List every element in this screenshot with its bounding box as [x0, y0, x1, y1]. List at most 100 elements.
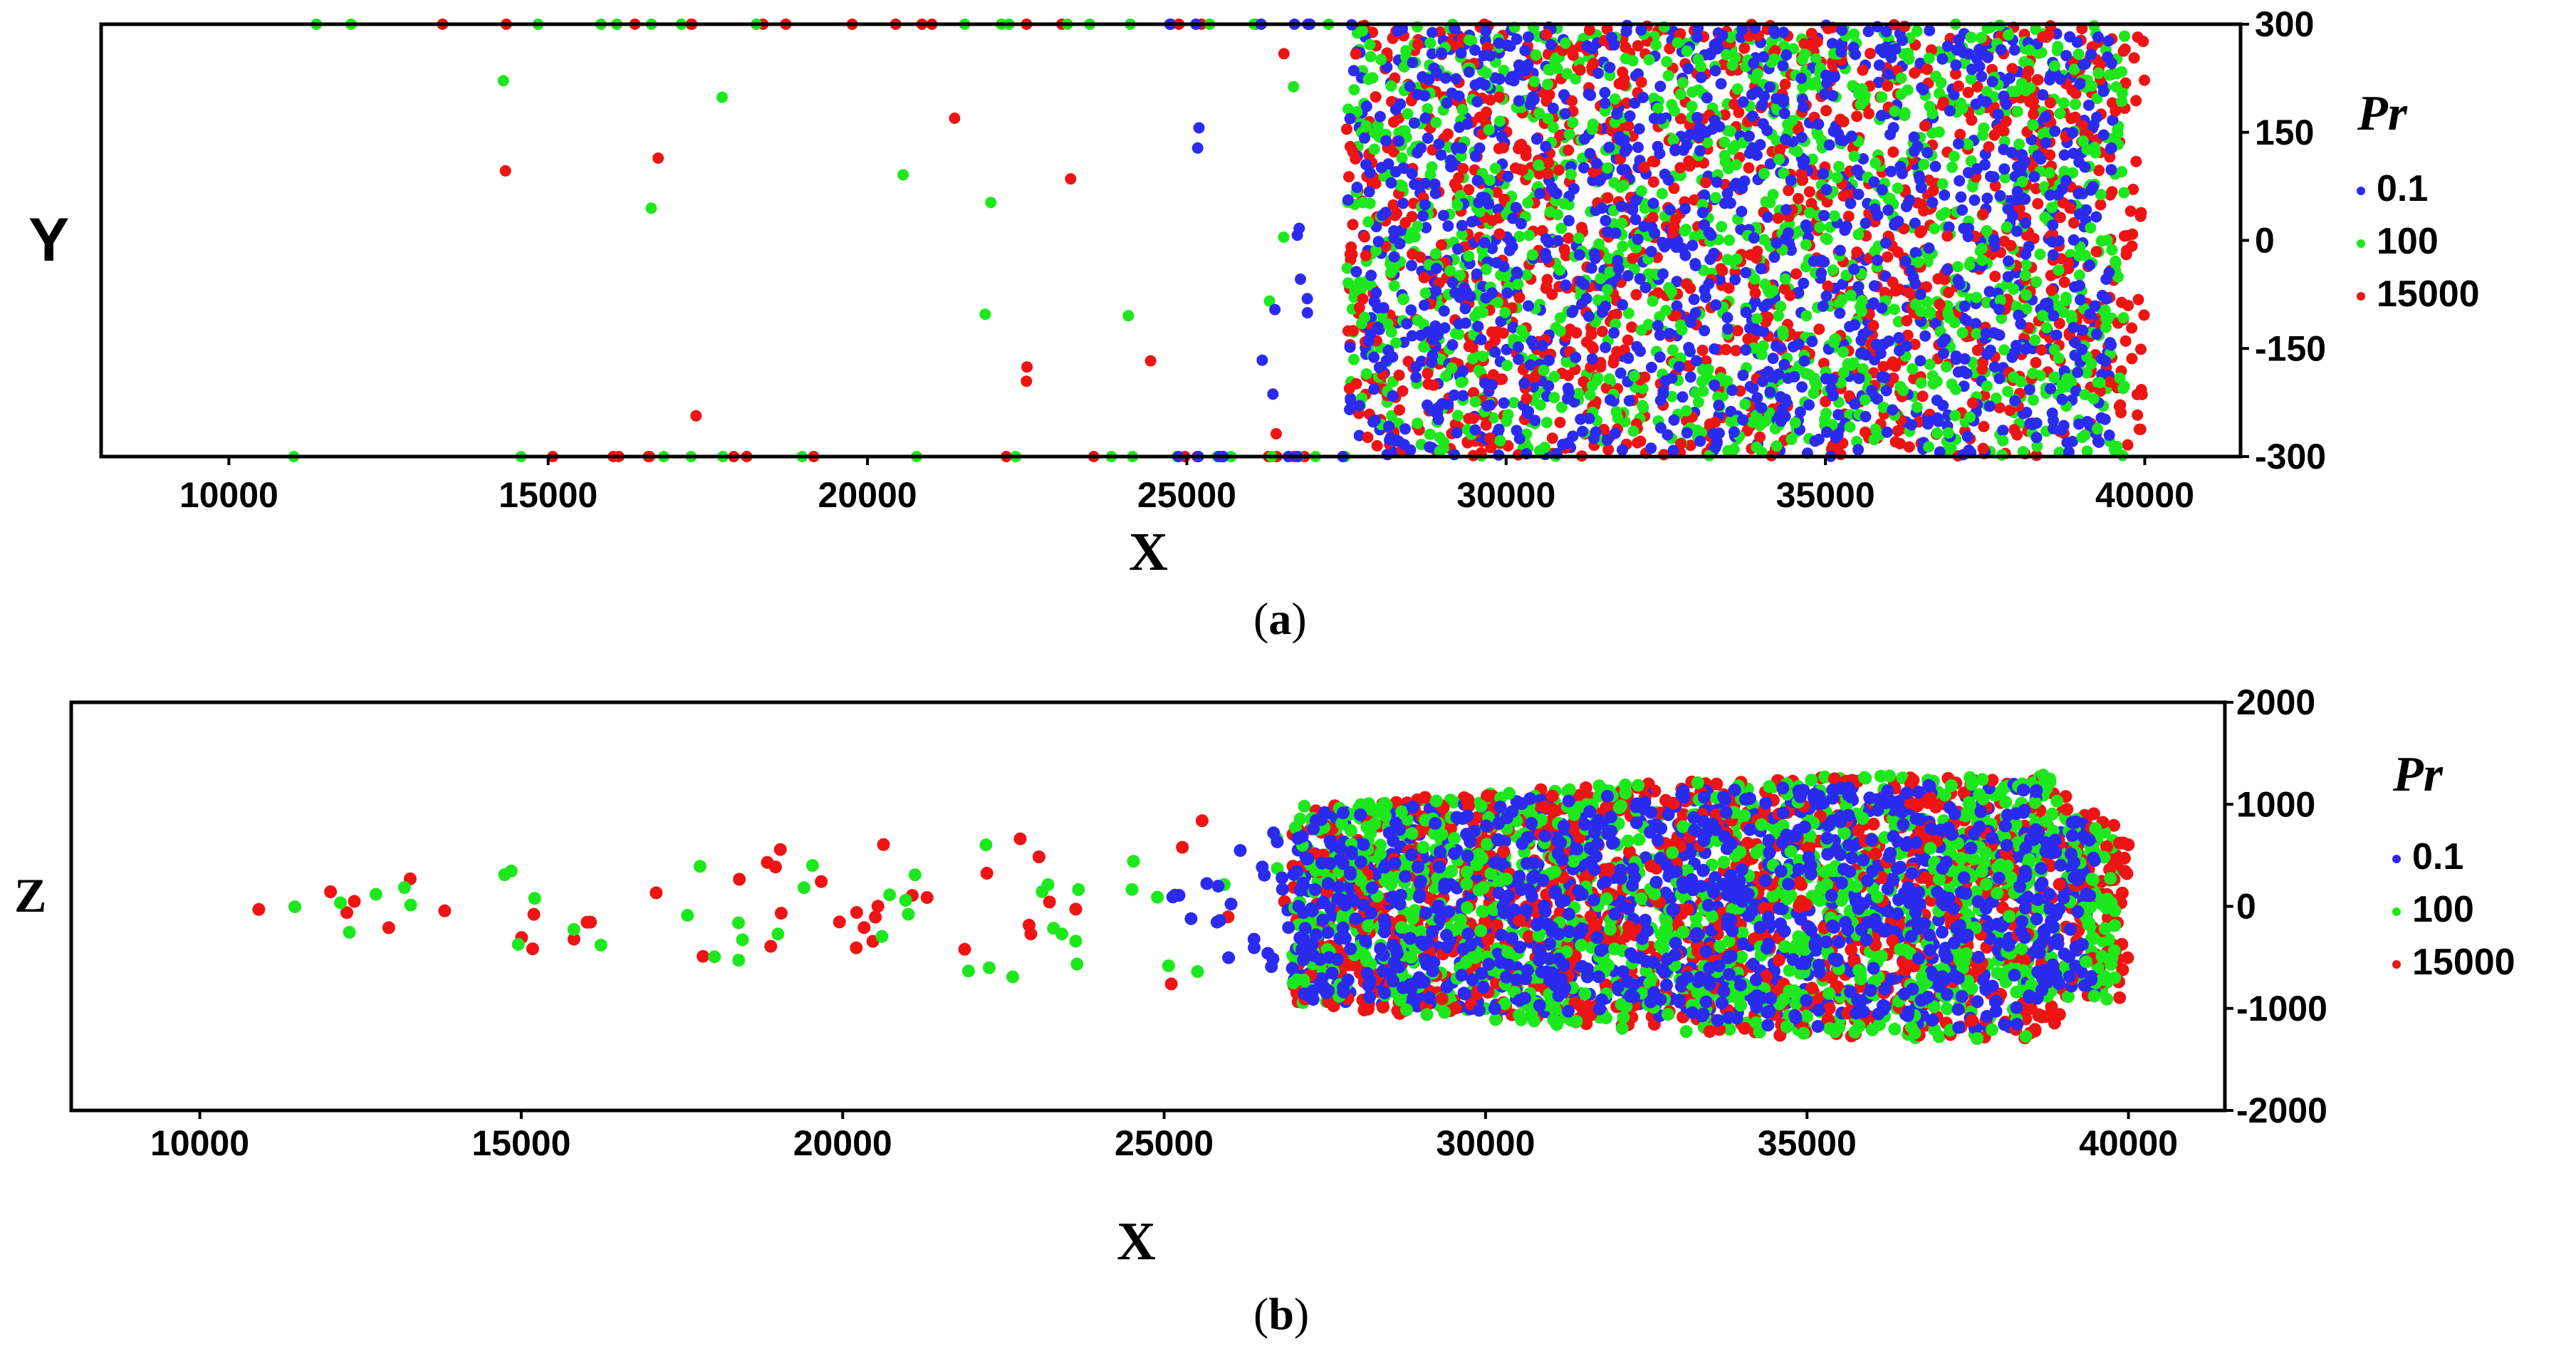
scatter-point-series_0_1	[1459, 317, 1471, 329]
scatter-point-series_0_1	[1373, 361, 1385, 373]
scatter-point-series_0_1	[1419, 199, 1431, 211]
scatter-point-series_0_1	[1430, 262, 1442, 274]
scatter-point-series_0_1	[1611, 108, 1623, 120]
scatter-point-series_0_1	[2067, 127, 2078, 139]
scatter-point-series_0_1	[1939, 189, 1951, 201]
scatter-point-series_100	[797, 881, 810, 895]
scatter-point-series_0_1	[1592, 67, 1604, 79]
scatter-point-series_15000	[2126, 322, 2138, 334]
scatter-point-series_100	[404, 898, 417, 912]
scatter-point-series_0_1	[1915, 182, 1927, 194]
scatter-point-series_0_1	[1524, 359, 1536, 371]
scatter-point-series_0_1	[1438, 305, 1450, 317]
scatter-point-series_100	[2027, 368, 2039, 380]
scatter-point-series_0_1	[1775, 415, 1787, 427]
scatter-point-series_100	[1667, 344, 1679, 356]
scatter-point-series_100	[1767, 189, 1779, 201]
scatter-point-series_100	[2049, 60, 2060, 72]
scatter-point-series_0_1	[1830, 432, 1842, 444]
scatter-point-series_0_1	[1399, 423, 1411, 435]
scatter-point-series_15000	[1993, 402, 2006, 414]
scatter-point-series_0_1	[1796, 381, 1808, 393]
scatter-point-series_100	[2023, 44, 2035, 56]
scatter-point-series_0_1	[1547, 103, 1559, 114]
scatter-point-series_100	[1943, 444, 1955, 456]
scatter-point-series_0_1	[1992, 108, 2004, 120]
scatter-point-series_0_1	[1652, 320, 1664, 332]
scatter-point-series_15000	[2094, 385, 2106, 397]
scatter-point-series_0_1	[1932, 415, 1944, 427]
scatter-point-series_0_1	[1435, 149, 1447, 161]
scatter-point-series_100	[1501, 360, 1513, 372]
scatter-point-series_15000	[1602, 444, 1615, 456]
scatter-point-series_0_1	[2003, 72, 2016, 84]
scatter-point-series_0_1	[1566, 306, 1578, 318]
legend-label: 15000	[2377, 274, 2480, 315]
scatter-point-series_100	[2101, 234, 2113, 246]
scatter-point-series_0_1	[1493, 73, 1506, 85]
scatter-point-series_0_1	[1600, 341, 1612, 353]
scatter-point-series_0_1	[1645, 246, 1657, 258]
scatter-point-series_100	[1348, 84, 1360, 95]
scatter-point-series_0_1	[1455, 47, 1467, 59]
scatter-point-series_0_1	[1526, 335, 1538, 347]
scatter-point-series_100	[1855, 306, 1867, 318]
scatter-point-series_0_1	[1709, 343, 1721, 355]
scatter-point-series_100	[1362, 73, 1375, 85]
scatter-point-series_0_1	[1744, 380, 1756, 392]
scatter-point-series_15000	[1574, 64, 1586, 76]
scatter-point-series_15000	[1563, 232, 1575, 244]
scatter-point-series_0_1	[1728, 179, 1741, 192]
scatter-point-series_0_1	[1342, 194, 1354, 206]
scatter-point-series_15000	[652, 152, 664, 164]
scatter-point-series_15000	[1341, 123, 1352, 135]
scatter-point-series_100	[1455, 376, 1467, 388]
scatter-point-series_100	[2048, 371, 2060, 383]
scatter-point-series_15000	[1803, 39, 1815, 51]
scatter-point-series_0_1	[1684, 371, 1696, 383]
scatter-point-series_0_1	[1715, 78, 1727, 90]
scatter-point-series_0_1	[1793, 338, 1805, 350]
scatter-point-series_0_1	[1835, 46, 1847, 58]
scatter-point-series_15000	[1887, 146, 1899, 158]
scatter-point-series_0_1	[2023, 384, 2035, 396]
scatter-point-series_0_1	[1451, 427, 1463, 439]
scatter-point-series_15000	[1921, 63, 1933, 76]
scatter-point-series_0_1	[1368, 383, 1380, 395]
scatter-point-series_0_1	[1559, 108, 1571, 120]
scatter-point-series_0_1	[1617, 444, 1628, 456]
scatter-point-series_0_1	[1501, 287, 1513, 299]
scatter-point-series_0_1	[1778, 358, 1790, 370]
scatter-point-series_100	[1406, 227, 1418, 239]
scatter-point-series_0_1	[2020, 217, 2032, 229]
scatter-point-series_15000	[1647, 212, 1659, 224]
scatter-point-series_0_1	[1446, 87, 1458, 99]
scatter-point-series_100	[1926, 108, 1939, 120]
scatter-point-series_0_1	[1427, 333, 1439, 345]
scatter-point-series_100	[2118, 187, 2130, 199]
scatter-point-series_100	[1162, 959, 1175, 972]
scatter-point-series_15000	[1463, 340, 1475, 353]
scatter-point-series_0_1	[1540, 140, 1552, 152]
scatter-point-series_100	[2116, 88, 2128, 100]
scatter-point-series_0_1	[1988, 240, 2001, 252]
scatter-point-series_0_1	[1540, 252, 1553, 264]
scatter-point-series_15000	[2067, 217, 2080, 229]
scatter-point-series_100	[2020, 259, 2032, 271]
scatter-point-series_100	[1565, 168, 1577, 180]
scatter-point-series_0_1	[1780, 204, 1792, 216]
scatter-point-series_15000	[1977, 442, 1989, 454]
scatter-point-series_100	[1656, 187, 1668, 199]
scatter-point-series_15000	[1952, 80, 1964, 92]
scatter-point-series_100	[2015, 375, 2027, 387]
scatter-point-series_100	[645, 202, 657, 214]
scatter-point-series_0_1	[1461, 118, 1474, 130]
scatter-point-series_15000	[1144, 355, 1157, 367]
scatter-point-series_0_1	[1578, 278, 1590, 291]
scatter-point-series_100	[2020, 289, 2033, 301]
scatter-point-series_15000	[1359, 231, 1370, 243]
scatter-point-series_15000	[1664, 43, 1676, 55]
scatter-point-series_15000	[2116, 296, 2127, 308]
scatter-point-series_100	[1949, 317, 1961, 328]
scatter-point-series_0_1	[1924, 24, 1936, 36]
